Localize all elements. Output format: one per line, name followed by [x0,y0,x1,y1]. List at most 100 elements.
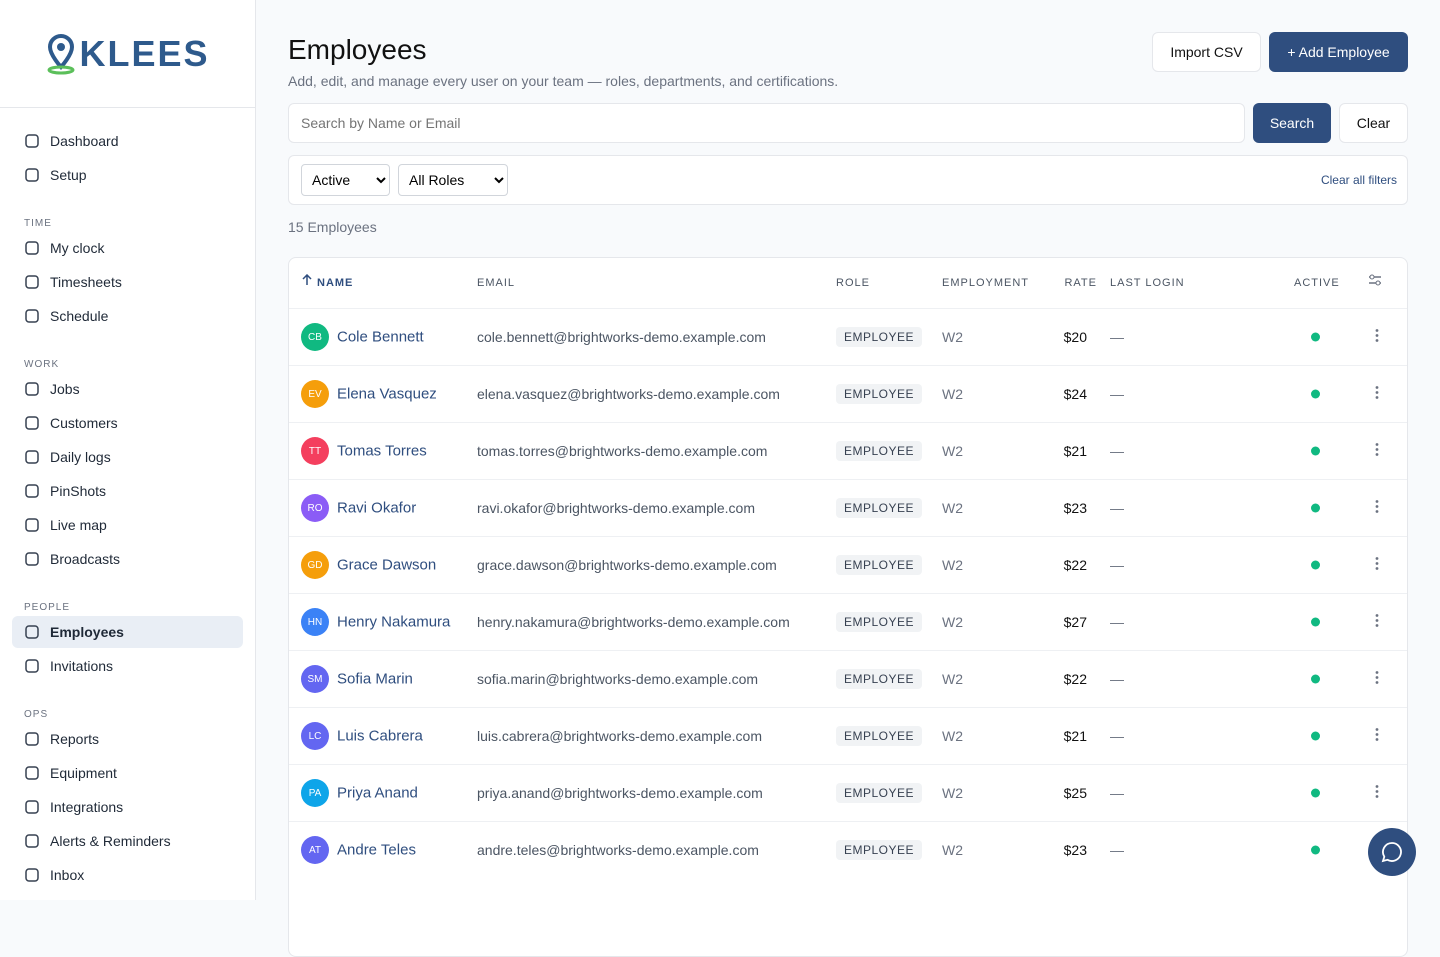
role-badge: EMPLOYEE [836,441,923,461]
nav-item[interactable]: Alerts & Reminders [12,825,243,857]
nav-item[interactable]: Setup [12,159,243,191]
nav-section-heading: TIME [24,218,52,229]
role-filter[interactable]: All Roles [398,164,508,196]
nav-item[interactable]: Dashboard [12,125,243,157]
row-menu[interactable] [1375,671,1379,688]
nav-item[interactable]: Invitations [12,650,243,682]
nav-icon [25,868,39,882]
employee-name[interactable]: Andre Teles [337,841,416,859]
chat-icon [1381,842,1402,863]
active-dot [1311,617,1320,627]
nav-icon [25,834,39,848]
nav-section-heading: OPS [24,709,49,720]
table-row: RO Ravi Okafor ravi.okafor@brightworks-dem… [289,479,1407,536]
table-row: TT Tomas Torres tomas.torres@brightworks-d… [289,422,1407,479]
nav-item[interactable]: My clock [12,232,243,264]
nav-item[interactable]: Equipment [12,757,243,789]
nav-item[interactable]: Reports [12,723,243,755]
nav-item[interactable]: Daily logs [12,441,243,473]
row-menu[interactable] [1375,443,1379,460]
status-filter[interactable]: Active [301,164,390,196]
nav-label: Schedule [50,308,109,324]
last-login: — [1110,557,1124,573]
nav-label: Reports [50,731,100,747]
table-row: GD Grace Dawson grace.dawson@brightworks-d… [289,536,1407,593]
employee-name[interactable]: Elena Vasquez [337,385,437,403]
row-menu[interactable] [1375,329,1379,346]
nav-icon [25,732,39,746]
nav-item[interactable]: Live map [12,509,243,541]
row-menu[interactable] [1375,614,1379,631]
nav-item[interactable]: Broadcasts [12,543,243,575]
nav-icon [25,309,39,323]
last-login: — [1110,614,1124,630]
rate: $21 [1063,728,1087,744]
chat-button[interactable] [1368,828,1416,876]
column-header[interactable]: NAME [317,277,354,289]
table-row: SM Sofia Marin sofia.marin@brightworks-dem… [289,650,1407,707]
nav-icon [25,552,39,566]
import-button[interactable]: Import CSV [1152,32,1261,72]
search-input[interactable] [288,103,1245,143]
employee-name[interactable]: Grace Dawson [337,556,437,574]
nav-item[interactable]: Jobs [12,373,243,405]
nav-icon [25,134,39,148]
employee-name[interactable]: Ravi Okafor [337,499,417,517]
employee-name[interactable]: Cole Bennett [337,328,424,346]
employee-email: tomas.torres@brightworks-demo.example.co… [477,443,768,459]
nav-item[interactable]: Inbox [12,859,243,891]
nav-item[interactable]: Schedule [12,300,243,332]
role-badge: EMPLOYEE [836,327,923,347]
nav-item[interactable]: Timesheets [12,266,243,298]
column-header: LAST LOGIN [1110,277,1185,289]
employee-name[interactable]: Henry Nakamura [337,613,451,631]
column-settings[interactable] [1367,273,1383,290]
avatar: EV [301,380,329,408]
employee-email: henry.nakamura@brightworks-demo.example.… [477,614,790,630]
rate: $23 [1063,500,1087,516]
rate: $21 [1063,443,1087,459]
avatar: HN [301,608,329,636]
avatar: CB [301,323,329,351]
nav-label: Jobs [50,381,80,397]
nav-item[interactable]: Customers [12,407,243,439]
table-row: HN Henry Nakamura henry.nakamura@brightwor… [289,593,1407,650]
row-menu[interactable] [1375,557,1379,574]
clear-filters-link[interactable]: Clear all filters [1320,173,1397,187]
row-menu[interactable] [1375,500,1379,517]
sort-arrow [302,273,312,289]
table-row: EV Elena Vasquez elena.vasquez@brightworks… [289,365,1407,422]
active-dot [1311,788,1320,798]
employment-type: W2 [942,728,963,744]
row-menu[interactable] [1375,785,1379,802]
employee-name[interactable]: Priya Anand [337,784,418,802]
employment-type: W2 [942,329,963,345]
rate: $23 [1063,842,1087,858]
nav-item[interactable]: Integrations [12,791,243,823]
table-row: PA Priya Anand priya.anand@brightworks-dem… [289,764,1407,821]
row-menu[interactable] [1375,728,1379,745]
search-button[interactable]: Search [1253,103,1331,143]
employee-email: ravi.okafor@brightworks-demo.example.com [477,500,755,516]
employee-name[interactable]: Tomas Torres [337,442,427,460]
employee-name[interactable]: Luis Cabrera [337,727,423,745]
nav-item[interactable]: PinShots [12,475,243,507]
nav-icon [25,625,39,639]
add-button[interactable]: + Add Employee [1269,32,1408,72]
employee-email: cole.bennett@brightworks-demo.example.co… [477,329,766,345]
nav-icon [25,484,39,498]
nav-label: Equipment [50,765,117,781]
clear-button[interactable]: Clear [1339,103,1408,143]
rate: $27 [1063,614,1087,630]
employee-name[interactable]: Sofia Marin [337,670,413,688]
table-row: AT Andre Teles andre.teles@brightworks-dem… [289,821,1407,878]
nav-item[interactable]: Employees [12,616,243,648]
employment-type: W2 [942,671,963,687]
row-menu[interactable] [1375,386,1379,403]
nav-label: Dashboard [50,133,119,149]
filter-bar: Active All Roles Clear all filters [288,155,1408,205]
employment-type: W2 [942,557,963,573]
nav-icon [25,241,39,255]
role-badge: EMPLOYEE [836,555,923,575]
